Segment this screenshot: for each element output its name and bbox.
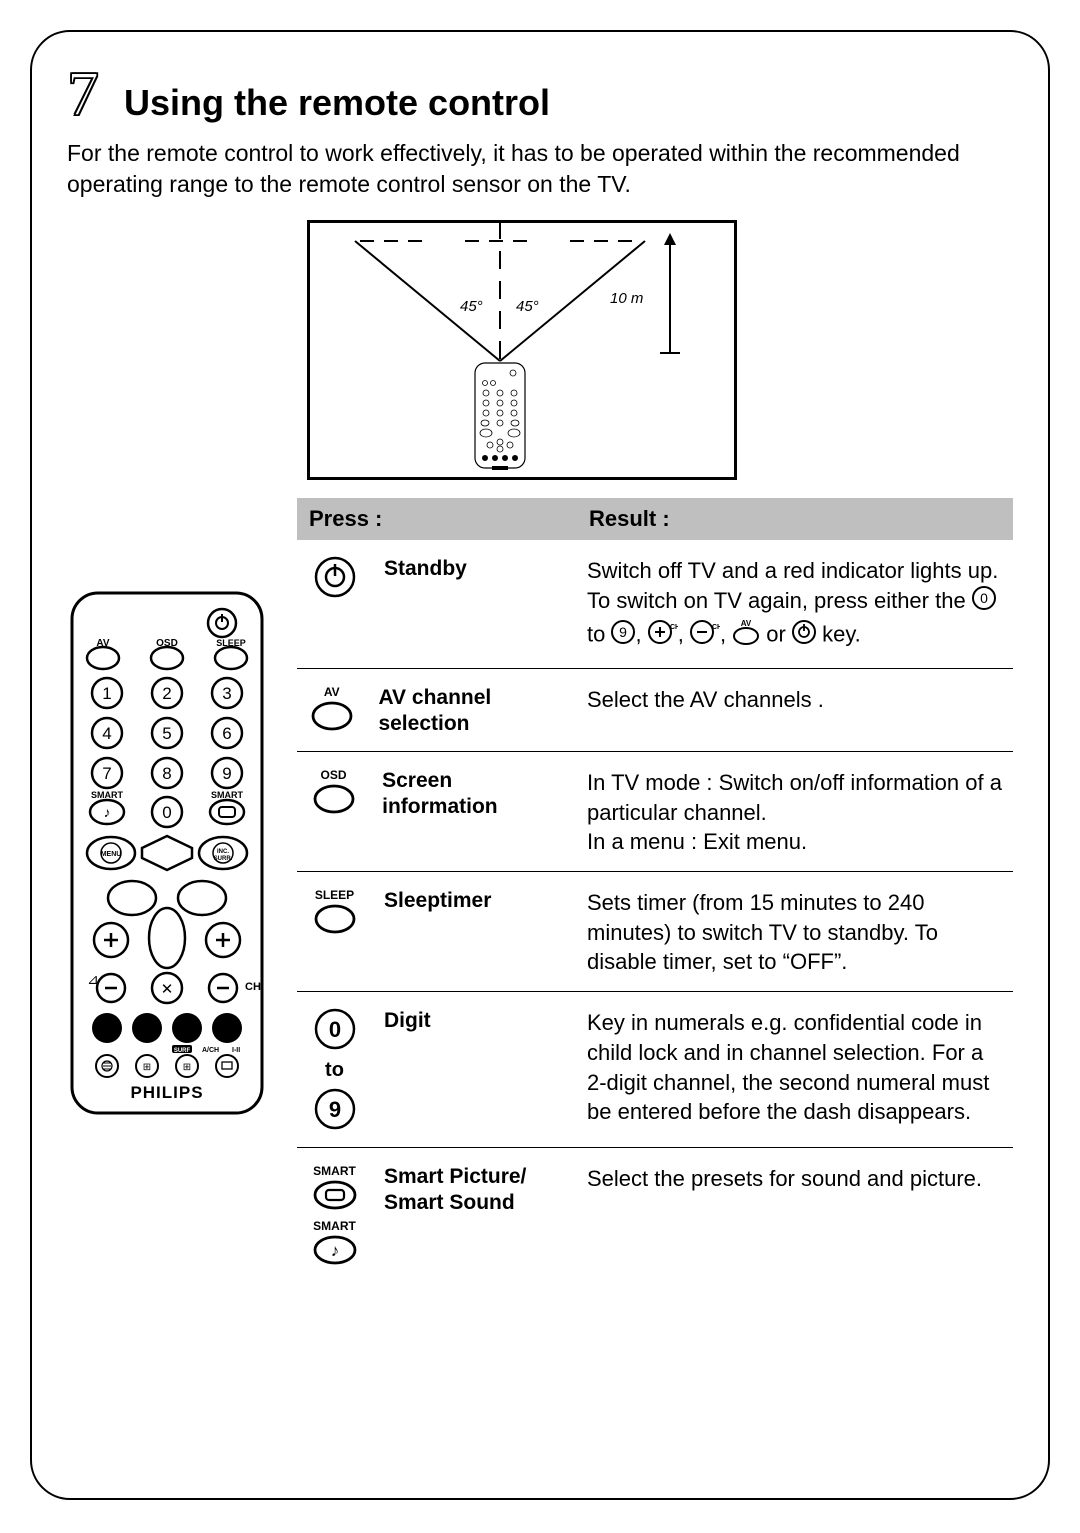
svg-text:⊞: ⊞ (143, 1062, 151, 1073)
row-label: Standby (384, 556, 467, 601)
svg-text:♪: ♪ (330, 1241, 339, 1260)
row-label: Screen information (382, 768, 567, 821)
row-label: AV channel selection (378, 685, 567, 738)
ch-minus-icon: CH (690, 620, 720, 652)
svg-text:3: 3 (222, 684, 231, 703)
intro-text: For the remote control to work effective… (67, 138, 1013, 200)
svg-text:✕: ✕ (161, 981, 174, 998)
svg-text:5: 5 (162, 724, 171, 743)
row-result: Select the AV channels . (577, 669, 1013, 752)
row-result: Sets timer (from 15 minutes to 240 minut… (577, 872, 1013, 992)
function-table: Press : Result : Standby (297, 498, 1013, 1282)
svg-text:CH: CH (245, 981, 261, 993)
svg-text:MENU: MENU (101, 851, 122, 858)
row-label: Smart Picture/ Smart Sound (384, 1164, 526, 1268)
av-button-icon: AV (307, 685, 356, 738)
distance-label: 10 m (610, 290, 643, 307)
title-row: 7 Using the remote control (67, 62, 1013, 126)
table-row: SLEEP Sleeptimer Sets timer (from 15 min… (297, 872, 1013, 992)
table-header-row: Press : Result : (297, 498, 1013, 540)
section-frame: 7 Using the remote control For the remot… (30, 30, 1050, 1500)
table-row: 0 to 9 Digit Key in numerals e.g. confid… (297, 992, 1013, 1148)
svg-text:SMART: SMART (211, 790, 243, 800)
av-icon: AV (732, 618, 760, 654)
svg-text:0: 0 (980, 590, 988, 606)
right-angle-label: 45° (516, 298, 539, 315)
svg-text:SURR.: SURR. (214, 856, 233, 862)
row-label: Digit (384, 1008, 431, 1133)
svg-text:0: 0 (162, 803, 171, 822)
standby-small-icon (792, 620, 816, 652)
svg-text:2: 2 (162, 684, 171, 703)
section-number: 7 (67, 62, 99, 126)
svg-text:⊞: ⊞ (183, 1062, 191, 1073)
row-result: In TV mode : Switch on/off information o… (577, 752, 1013, 872)
remote-illustration: AV OSD SLEEP 1 2 3 4 5 6 7 8 9 (67, 498, 267, 1282)
content-row: AV OSD SLEEP 1 2 3 4 5 6 7 8 9 (67, 498, 1013, 1282)
svg-text:9: 9 (222, 764, 231, 783)
svg-text:AV: AV (741, 619, 752, 628)
svg-text:1: 1 (102, 684, 111, 703)
page: 7 Using the remote control For the remot… (0, 0, 1080, 1530)
svg-text:0: 0 (328, 1017, 340, 1042)
svg-text:CH: CH (712, 624, 720, 631)
standby-icon (307, 556, 362, 601)
svg-text:SURF: SURF (174, 1048, 191, 1054)
range-diagram: 45° 45° 10 m (307, 220, 737, 480)
svg-text:A/CH: A/CH (202, 1047, 219, 1054)
svg-text:SMART: SMART (91, 790, 123, 800)
digit-range-icon: 0 to 9 (307, 1008, 362, 1133)
digit-9-icon: 9 (611, 620, 635, 652)
svg-text:I-II: I-II (232, 1047, 240, 1054)
page-title: Using the remote control (124, 82, 550, 124)
header-result: Result : (577, 498, 1013, 540)
sleep-button-icon: SLEEP (307, 888, 362, 937)
svg-text:9: 9 (620, 624, 628, 640)
svg-text:4: 4 (102, 724, 111, 743)
svg-text:7: 7 (102, 764, 111, 783)
row-result: Switch off TV and a red indicator lights… (577, 540, 1013, 668)
row-result: Key in numerals e.g. confidential code i… (577, 992, 1013, 1148)
svg-text:CH: CH (670, 624, 678, 631)
row-label: Sleeptimer (384, 888, 491, 937)
osd-button-icon: OSD (307, 768, 360, 821)
row-result: Select the presets for sound and picture… (577, 1148, 1013, 1282)
ch-plus-icon: CH (648, 620, 678, 652)
smart-buttons-icon: SMART SMART ♪ (307, 1164, 362, 1268)
left-angle-label: 45° (460, 298, 483, 315)
svg-text:INC.: INC. (217, 849, 229, 855)
header-press: Press : (297, 498, 577, 540)
svg-text:8: 8 (162, 764, 171, 783)
table-row: AV AV channel selection Select the AV ch… (297, 669, 1013, 752)
digit-0-icon: 0 (972, 586, 996, 618)
svg-text:6: 6 (222, 724, 231, 743)
table-row: OSD Screen information In TV mode : Swit… (297, 752, 1013, 872)
table-row: SMART SMART ♪ Smart Picture/ Smart Sound… (297, 1148, 1013, 1282)
table-row: Standby Switch off TV and a red indicato… (297, 540, 1013, 668)
svg-text:9: 9 (328, 1097, 340, 1122)
svg-text:PHILIPS: PHILIPS (130, 1083, 203, 1102)
svg-text:♪: ♪ (104, 804, 111, 820)
